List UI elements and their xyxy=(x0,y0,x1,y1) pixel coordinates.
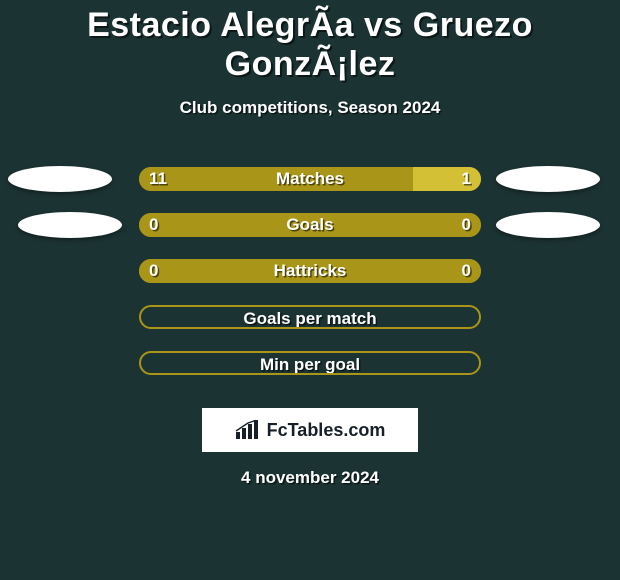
stat-value-right: 0 xyxy=(452,213,481,237)
stat-label: Matches xyxy=(139,167,481,191)
subtitle: Club competitions, Season 2024 xyxy=(0,98,620,118)
brand-box: FcTables.com xyxy=(202,408,418,452)
stat-value-left: 11 xyxy=(139,167,177,191)
bar-chart-icon xyxy=(235,420,261,440)
stat-bar: Goals0 0 xyxy=(139,213,481,237)
stat-value-right: 0 xyxy=(452,259,481,283)
stat-rows-container: Matches111Goals00Hattricks00Goals per ma… xyxy=(0,160,620,390)
brand-label: FcTables.com xyxy=(267,420,386,441)
stat-row: Hattricks0 0 xyxy=(0,252,620,298)
stat-bar: Goals per match xyxy=(139,305,481,329)
stat-row: Min per goal xyxy=(0,344,620,390)
stat-label: Min per goal xyxy=(141,353,479,375)
stat-value-right: 1 xyxy=(452,167,481,191)
stat-bar: Matches111 xyxy=(139,167,481,191)
player-right-avatar xyxy=(496,166,600,192)
player-left-avatar xyxy=(18,212,122,238)
date-label: 4 november 2024 xyxy=(0,468,620,488)
player-left-avatar xyxy=(8,166,112,192)
stat-label: Goals per match xyxy=(141,307,479,329)
stat-value-left: 0 xyxy=(139,259,168,283)
player-right-avatar xyxy=(496,212,600,238)
stat-row: Matches111 xyxy=(0,160,620,206)
page-title: Estacio AlegrÃa vs Gruezo GonzÃ¡lez xyxy=(0,0,620,84)
stat-label: Goals xyxy=(139,213,481,237)
stat-bar: Hattricks0 0 xyxy=(139,259,481,283)
stat-bar: Min per goal xyxy=(139,351,481,375)
stat-row: Goals per match xyxy=(0,298,620,344)
stat-row: Goals0 0 xyxy=(0,206,620,252)
stat-label: Hattricks xyxy=(139,259,481,283)
stat-value-left: 0 xyxy=(139,213,168,237)
